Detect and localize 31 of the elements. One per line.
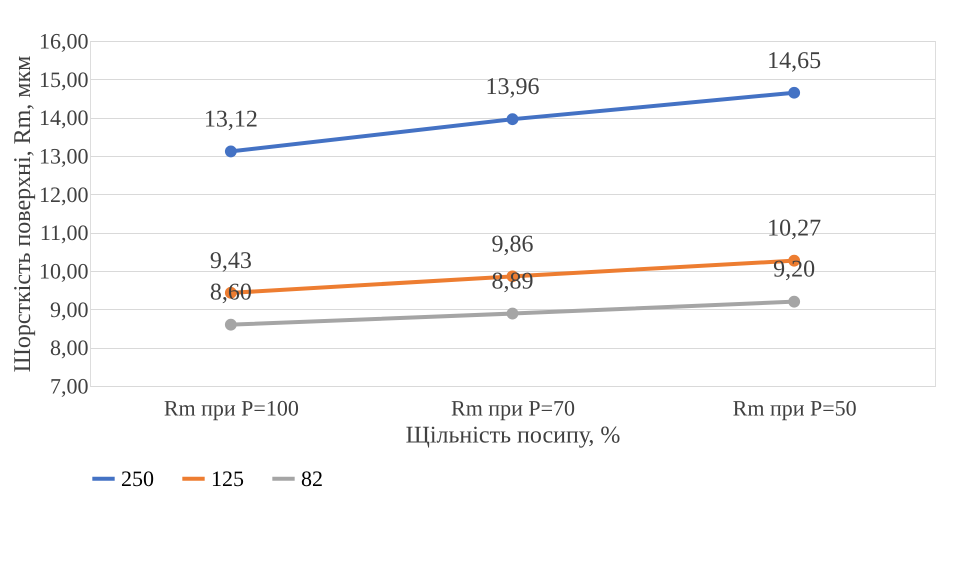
point bbox=[506, 113, 518, 126]
y-tick-label: 8,00 bbox=[50, 335, 88, 360]
legend-label: 82 bbox=[301, 466, 323, 491]
y-tick-label: 14,00 bbox=[39, 105, 88, 130]
data-label: 9,86 bbox=[492, 231, 534, 258]
legend-label: 250 bbox=[121, 466, 154, 491]
data-label: 13,96 bbox=[486, 74, 540, 100]
data-label: 14,65 bbox=[767, 48, 822, 74]
data-label: 13,12 bbox=[204, 106, 258, 132]
point bbox=[224, 318, 237, 331]
y-tick-label: 13,00 bbox=[39, 144, 88, 168]
x-tick-label: Rm при P=70 bbox=[451, 396, 575, 420]
data-label: 9,43 bbox=[210, 248, 252, 274]
y-tick-label: 16,00 bbox=[39, 28, 88, 54]
x-tick-label: Rm при P=100 bbox=[164, 396, 299, 420]
x-tick-label: Rm при P=50 bbox=[732, 396, 857, 420]
y-tick-label: 9,00 bbox=[50, 296, 88, 322]
point bbox=[224, 145, 237, 158]
y-tick-label: 12,00 bbox=[39, 182, 88, 207]
legend-label: 125 bbox=[211, 466, 244, 491]
y-tick-label: 11,00 bbox=[40, 220, 88, 246]
point bbox=[788, 86, 800, 99]
point bbox=[506, 308, 518, 320]
data-label: 10,27 bbox=[767, 216, 822, 242]
x-axis-title: Щільність посипу, % bbox=[406, 422, 620, 448]
y-tick-label: 15,00 bbox=[39, 66, 88, 92]
point bbox=[788, 296, 800, 308]
y-tick-label: 7,00 bbox=[50, 374, 88, 398]
data-label: 9,20 bbox=[773, 256, 816, 283]
y-axis-title: Шорсткість поверхні, Rm, мкм bbox=[10, 56, 36, 372]
y-tick-label: 10,00 bbox=[39, 258, 88, 284]
